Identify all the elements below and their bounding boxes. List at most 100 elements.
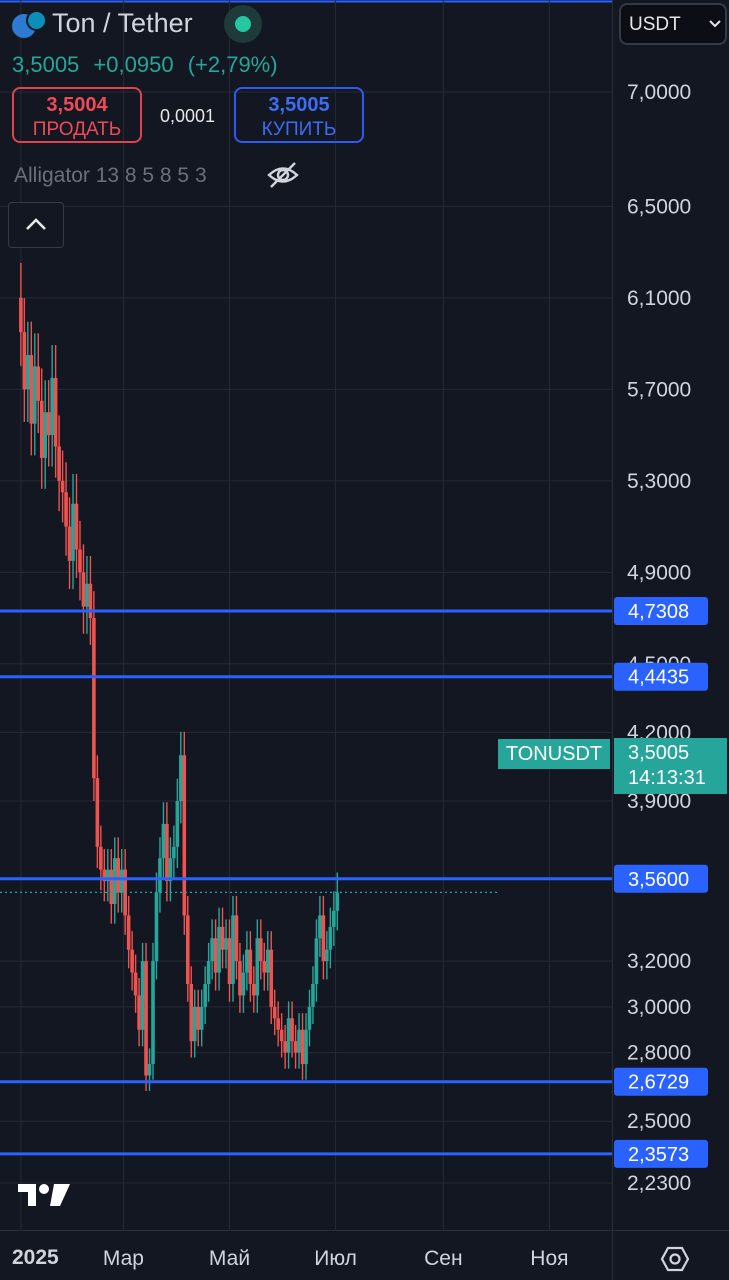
- candle-body: [137, 995, 141, 1030]
- y-tick-label: 3,9000: [627, 790, 691, 813]
- candle-body: [168, 858, 173, 882]
- candle-body: [262, 961, 267, 973]
- candle-body: [272, 1006, 277, 1019]
- sell-price: 3,5004: [46, 94, 108, 116]
- candle-body: [255, 938, 260, 996]
- candle-body: [154, 892, 159, 962]
- candle-body: [185, 915, 190, 985]
- x-tick-label: Июл: [314, 1247, 357, 1270]
- last-price: 3,5005: [12, 52, 80, 77]
- settings-icon[interactable]: [660, 1244, 690, 1274]
- y-tick-label: 5,7000: [627, 378, 691, 401]
- candle-body: [151, 961, 155, 1065]
- candle-body: [29, 355, 34, 424]
- candle-body: [179, 755, 183, 802]
- candle-body: [325, 949, 329, 962]
- currency-value: USDT: [629, 14, 681, 35]
- chevron-up-icon: [26, 218, 46, 230]
- candle-body: [53, 377, 58, 447]
- candle-body: [165, 823, 169, 882]
- candle-body: [231, 915, 235, 985]
- candle-body: [158, 858, 162, 893]
- candle-body: [175, 801, 180, 847]
- candle-body: [238, 961, 242, 996]
- chevron-down-icon: [709, 20, 721, 28]
- candle-body: [126, 915, 131, 950]
- candle-body: [227, 938, 232, 985]
- level-price-label: 4,7308: [628, 601, 689, 623]
- candle-body: [133, 972, 138, 996]
- candle-body: [307, 1006, 312, 1030]
- y-tick-label: 2,5000: [627, 1110, 691, 1133]
- y-tick-label: 6,1000: [627, 287, 691, 310]
- y-tick-label: 7,0000: [627, 81, 691, 104]
- candle-body: [252, 984, 256, 996]
- current-price-value: 3,5005: [628, 742, 690, 764]
- spread-value: 0,0001: [160, 106, 216, 126]
- candle-body: [286, 1018, 291, 1053]
- candle-body: [199, 1006, 204, 1030]
- candle-body: [19, 297, 23, 333]
- candle-body: [245, 949, 249, 973]
- level-price-label: 2,6729: [628, 1072, 689, 1094]
- x-tick-label: Мар: [103, 1247, 144, 1270]
- candle-body: [116, 858, 121, 893]
- candle-body: [67, 526, 72, 561]
- candle-body: [99, 846, 103, 870]
- tradingview-logo-icon: [18, 1184, 70, 1206]
- candle-body: [265, 949, 270, 973]
- candle-body: [318, 915, 322, 939]
- candle-body: [112, 858, 117, 904]
- candle-body: [234, 915, 239, 962]
- sell-label: ПРОДАТЬ: [32, 119, 122, 140]
- price-summary: 3,5005 +0,0950 (+2,79%): [12, 52, 286, 78]
- pair-title[interactable]: Ton / Tether: [52, 8, 193, 38]
- symbol-tag: TONUSDT: [498, 739, 610, 769]
- chart-header: Ton / Tether 3,5005 +0,0950 (+2,79%) 3,5…: [0, 0, 612, 200]
- candle-body: [283, 1041, 287, 1053]
- eye-off-icon[interactable]: [266, 160, 300, 190]
- candle-body: [161, 823, 166, 859]
- currency-select[interactable]: USDT: [619, 3, 727, 45]
- level-price-label: 3,5600: [628, 869, 689, 891]
- candle-body: [297, 1029, 301, 1053]
- candle-body: [328, 926, 333, 950]
- candle-body: [224, 938, 228, 950]
- candle-body: [335, 892, 340, 911]
- candle-body: [189, 984, 194, 1042]
- candle-body: [206, 961, 211, 985]
- market-status-indicator: [224, 5, 262, 43]
- y-tick-label: 6,5000: [627, 195, 691, 218]
- y-tick-label: 2,8000: [627, 1042, 691, 1065]
- buy-price: 3,5005: [268, 94, 330, 116]
- candle-body: [50, 377, 54, 436]
- sell-button[interactable]: 3,5004 ПРОДАТЬ: [12, 87, 142, 143]
- candle-body: [74, 503, 79, 550]
- buy-button[interactable]: 3,5005 КУПИТЬ: [234, 87, 364, 143]
- level-price-label: 4,4435: [628, 667, 689, 689]
- candle-body: [26, 355, 30, 390]
- candle-body: [321, 915, 326, 962]
- candle-body: [88, 583, 93, 619]
- candle-body: [144, 961, 148, 1076]
- x-axis-year-label: 2025: [12, 1246, 59, 1269]
- candle-body: [81, 572, 86, 607]
- candle-body: [105, 869, 110, 882]
- candle-body: [22, 332, 27, 390]
- indicator-legend[interactable]: Alligator 13 8 5 8 5 3: [14, 164, 207, 187]
- candle-body: [85, 583, 89, 607]
- candle-body: [39, 400, 44, 458]
- candle-body: [276, 1018, 280, 1030]
- x-tick-label: Ноя: [530, 1247, 568, 1270]
- level-price-tag: [614, 662, 708, 691]
- candle-body: [36, 366, 41, 401]
- candle-body: [311, 984, 315, 1007]
- candle-body: [46, 412, 51, 436]
- candle-body: [147, 1064, 152, 1076]
- candle-body: [130, 949, 134, 973]
- candle-body: [172, 846, 176, 859]
- candle-body: [279, 1029, 284, 1042]
- candle-body: [332, 910, 336, 927]
- collapse-button[interactable]: [8, 202, 64, 248]
